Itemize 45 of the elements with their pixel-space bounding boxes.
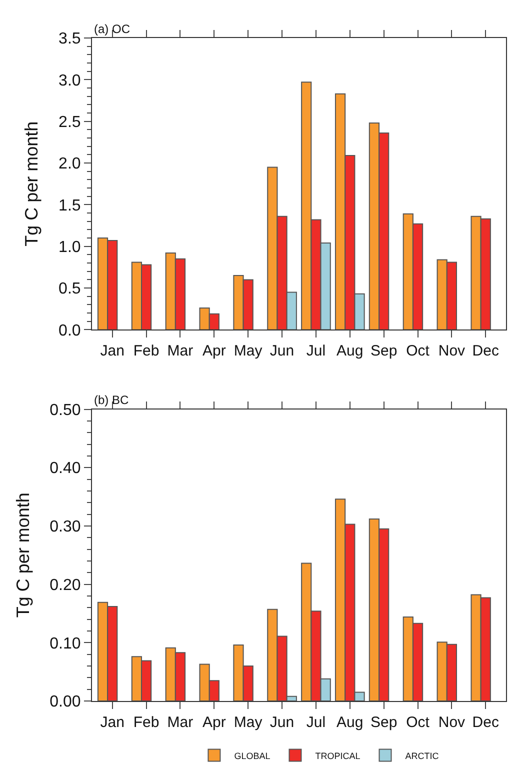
y-tick-label: 0.00: [50, 694, 81, 711]
legend-label: TROPICAL: [315, 750, 360, 761]
x-tick-label: Jan: [100, 342, 124, 360]
x-tick-label: Apr: [202, 342, 226, 360]
chart-title: (b) BC: [94, 393, 130, 407]
x-tick-label: Feb: [133, 714, 160, 731]
x-tick-label: Jan: [100, 714, 124, 731]
y-tick-label: 1.5: [58, 197, 81, 214]
x-tick-label: Mar: [167, 714, 194, 731]
legend-label: GLOBAL: [234, 750, 270, 761]
x-tick-label: Apr: [202, 714, 226, 731]
y-tick-label: 3.5: [58, 30, 81, 48]
x-tick-label: Sep: [370, 714, 398, 731]
y-axis-title: Tg C per month: [12, 492, 33, 618]
chart-title: (a) OC: [94, 22, 130, 36]
x-tick-label: Jun: [270, 714, 294, 731]
x-tick-label: Nov: [438, 714, 466, 731]
x-tick-label: Aug: [336, 342, 364, 360]
x-tick-label: Dec: [472, 342, 500, 360]
x-tick-label: May: [234, 714, 263, 731]
x-tick-label: Dec: [472, 714, 500, 731]
legend-label: ARCTIC: [405, 750, 440, 761]
x-tick-label: Feb: [133, 342, 160, 360]
x-tick-label: May: [234, 342, 263, 360]
y-tick-label: 0.30: [50, 518, 81, 536]
x-tick-label: Mar: [167, 342, 194, 360]
y-tick-label: 2.5: [58, 114, 81, 131]
x-tick-label: Oct: [406, 342, 430, 360]
x-tick-label: Jul: [306, 714, 326, 731]
y-tick-label: 0.5: [58, 280, 81, 298]
y-tick-label: 2.0: [58, 156, 81, 173]
y-tick-label: 3.0: [58, 72, 81, 90]
x-tick-label: Aug: [336, 714, 364, 731]
x-tick-label: Nov: [438, 342, 466, 360]
x-tick-label: Oct: [406, 714, 430, 731]
y-tick-label: 0.20: [50, 576, 81, 594]
x-tick-label: Jun: [270, 342, 294, 360]
y-tick-label: 0.10: [50, 635, 81, 652]
y-axis-title: Tg C per month: [22, 121, 42, 246]
y-tick-label: 0.40: [50, 460, 81, 478]
y-tick-label: 0.50: [50, 402, 81, 419]
y-tick-label: 0.0: [58, 322, 81, 340]
x-tick-label: Jul: [306, 342, 326, 360]
x-tick-label: Sep: [370, 342, 398, 360]
y-tick-label: 1.0: [58, 238, 81, 256]
